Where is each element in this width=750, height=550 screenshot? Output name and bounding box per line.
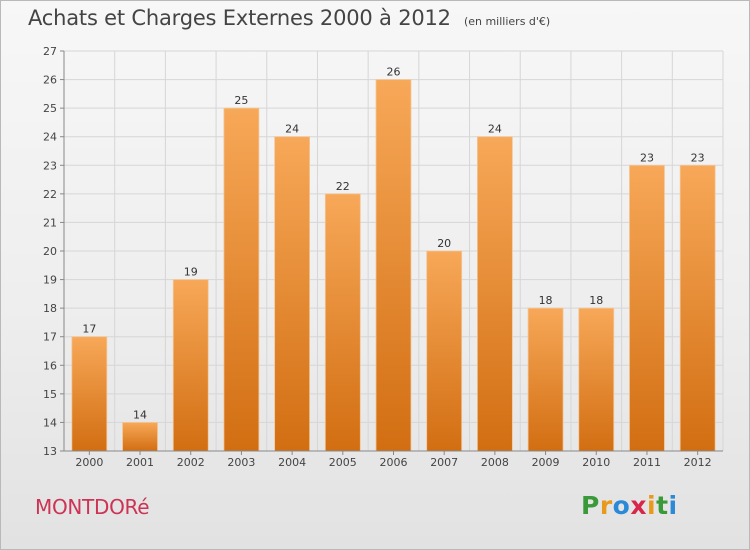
bar [426, 250, 463, 452]
bar [375, 79, 412, 452]
x-tick-label: 2008 [481, 456, 509, 469]
logo-letter: P [581, 491, 600, 520]
bar [274, 136, 311, 452]
data-label: 23 [640, 151, 654, 164]
chart-subtitle: (en milliers d'€) [463, 15, 551, 28]
title-row: Achats et Charges Externes 2000 à 2012 (… [28, 6, 550, 30]
proxiti-logo: Proxiti [581, 491, 678, 520]
bar [122, 422, 158, 452]
bar [71, 336, 108, 452]
logo-letter: i [647, 491, 657, 520]
y-tick-label: 16 [43, 359, 57, 372]
logo-letter: i [668, 491, 678, 520]
bar [324, 193, 361, 452]
y-tick-label: 25 [43, 102, 57, 115]
x-tick-label: 2010 [582, 456, 610, 469]
data-label: 23 [691, 151, 705, 164]
x-tick-label: 2006 [380, 456, 408, 469]
bar [629, 164, 665, 452]
bar [527, 307, 564, 452]
town-name: MONTDORé [35, 495, 150, 519]
y-tick-label: 27 [43, 45, 57, 58]
y-tick-label: 20 [43, 245, 57, 258]
data-label: 18 [539, 294, 553, 307]
bar [679, 164, 716, 452]
x-tick-label: 2011 [633, 456, 661, 469]
x-tick-label: 2002 [177, 456, 205, 469]
y-tick-label: 13 [43, 445, 57, 458]
logo-letter: t [656, 491, 669, 520]
data-label: 19 [184, 266, 198, 279]
x-tick-label: 2004 [278, 456, 306, 469]
x-tick-label: 2003 [227, 456, 255, 469]
bar [172, 279, 209, 452]
data-label: 14 [133, 408, 147, 421]
x-tick-label: 2012 [684, 456, 712, 469]
x-tick-label: 2009 [532, 456, 560, 469]
x-tick-label: 2000 [75, 456, 103, 469]
bar [578, 307, 615, 452]
y-tick-label: 18 [43, 302, 57, 315]
logo-letter: o [612, 491, 631, 520]
x-tick-label: 2007 [430, 456, 458, 469]
x-tick-label: 2005 [329, 456, 357, 469]
y-tick-label: 26 [43, 74, 57, 87]
y-tick-label: 22 [43, 188, 57, 201]
y-tick-label: 21 [43, 216, 57, 229]
chart-title: Achats et Charges Externes 2000 à 2012 [28, 6, 451, 30]
data-label: 25 [234, 94, 248, 107]
data-label: 24 [488, 123, 502, 136]
y-tick-label: 15 [43, 388, 57, 401]
bar [223, 107, 260, 452]
data-label: 24 [285, 123, 299, 136]
logo-letter: x [630, 491, 647, 520]
data-label: 20 [437, 237, 451, 250]
bar [476, 136, 513, 452]
data-label: 26 [387, 66, 401, 79]
y-tick-label: 23 [43, 159, 57, 172]
logo-letter: r [599, 491, 613, 520]
data-label: 22 [336, 180, 350, 193]
y-tick-label: 19 [43, 274, 57, 287]
data-label: 18 [589, 294, 603, 307]
y-tick-label: 24 [43, 131, 57, 144]
x-tick-label: 2001 [126, 456, 154, 469]
y-tick-label: 14 [43, 416, 57, 429]
data-label: 17 [82, 323, 96, 336]
y-tick-label: 17 [43, 331, 57, 344]
